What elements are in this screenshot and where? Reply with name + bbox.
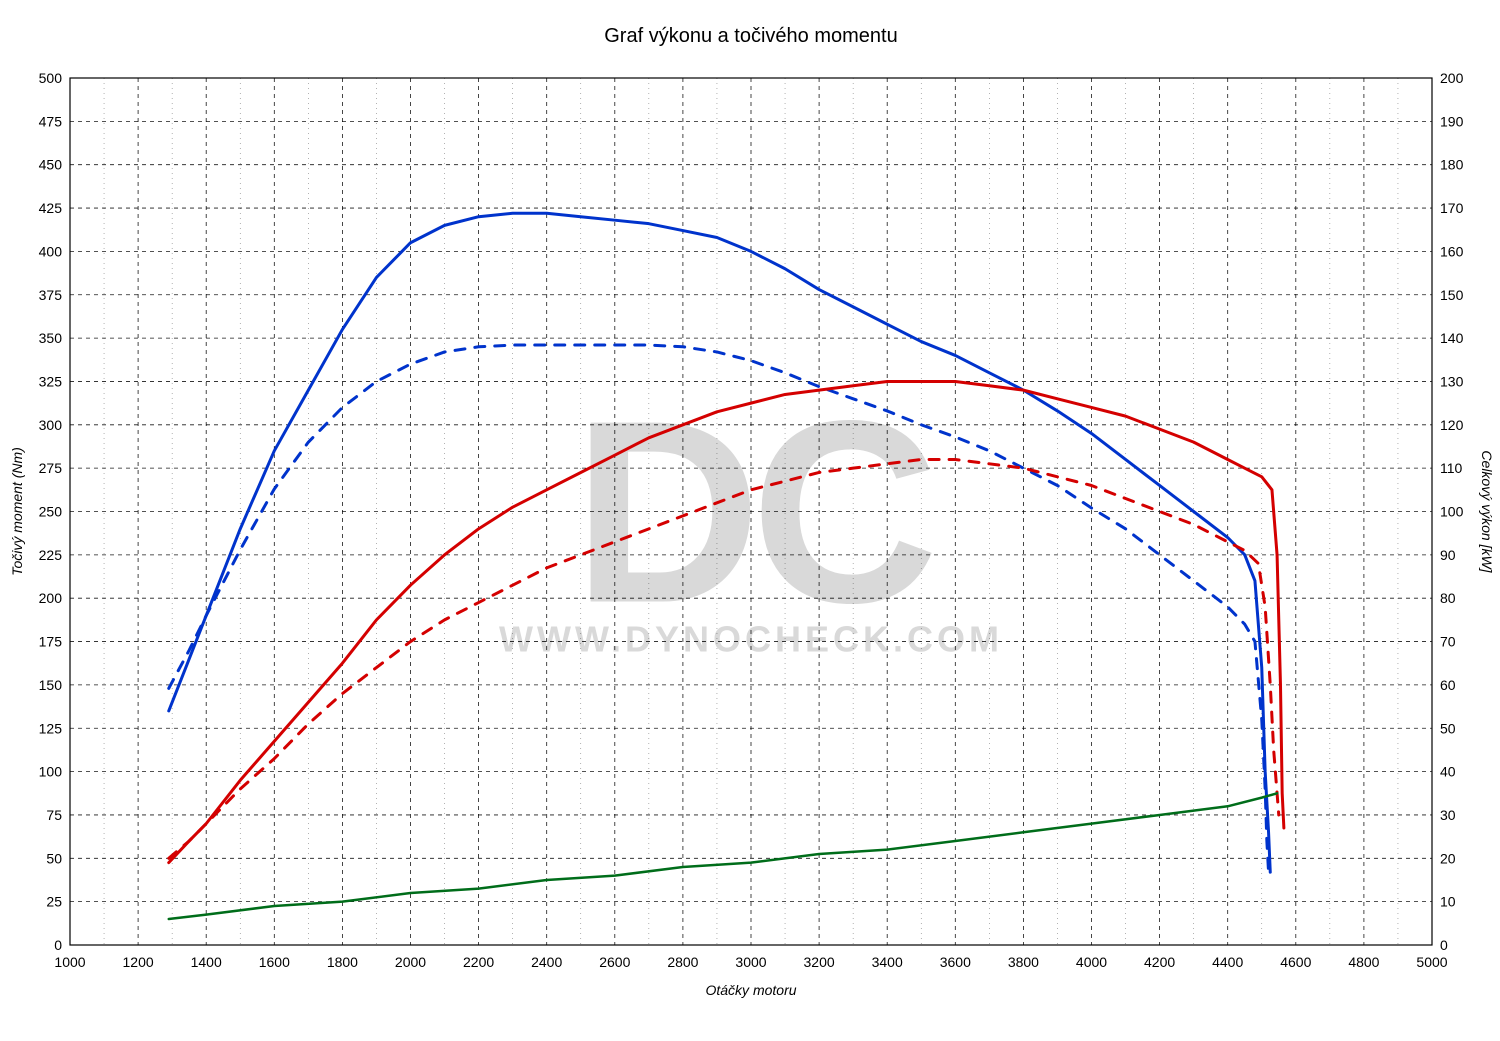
- y-left-tick-labels: 0 25 50 75 100 125 150 175 200 225 250 275 300 325 350…: [39, 70, 63, 953]
- x-tick: 1200: [123, 954, 154, 970]
- x-tick: 2200: [463, 954, 494, 970]
- y-left-tick: 450: [39, 157, 63, 173]
- y-left-tick: 275: [39, 460, 63, 476]
- y-left-tick: 25: [46, 894, 62, 910]
- x-tick: 4800: [1348, 954, 1379, 970]
- y-left-tick: 175: [39, 634, 63, 650]
- x-tick: 3200: [804, 954, 835, 970]
- y-right-tick: 140: [1440, 330, 1464, 346]
- y-right-tick: 0: [1440, 937, 1448, 953]
- y-left-tick: 50: [46, 850, 62, 866]
- y-right-tick: 110: [1440, 460, 1463, 476]
- major-grid: [70, 78, 1432, 945]
- y-left-tick: 125: [39, 720, 63, 736]
- y-right-tick: 180: [1440, 157, 1464, 173]
- y-right-tick: 160: [1440, 243, 1464, 259]
- x-tick: 1000: [54, 954, 85, 970]
- y-right-tick: 10: [1440, 894, 1456, 910]
- x-tick: 4600: [1280, 954, 1311, 970]
- chart-title: Graf výkonu a točivého momentu: [604, 25, 897, 47]
- x-tick: 4000: [1076, 954, 1107, 970]
- y-right-tick: 190: [1440, 113, 1464, 129]
- x-tick: 1800: [327, 954, 358, 970]
- y-left-tick: 350: [39, 330, 63, 346]
- y-right-tick: 120: [1440, 417, 1464, 433]
- y-left-tick: 325: [39, 373, 63, 389]
- y-right-tick: 170: [1440, 200, 1464, 216]
- x-tick: 3400: [872, 954, 903, 970]
- y-left-tick: 400: [39, 243, 63, 259]
- y-left-tick: 200: [39, 590, 63, 606]
- dyno-chart: Graf výkonu a točivého momentu DC WWW.DY…: [0, 0, 1500, 1041]
- y-right-axis-label: Celkový výkon [kW]: [1479, 450, 1495, 573]
- y-left-tick: 100: [39, 764, 63, 780]
- x-axis-label: Otáčky motoru: [705, 982, 796, 998]
- y-left-tick: 475: [39, 113, 63, 129]
- y-right-tick: 90: [1440, 547, 1456, 563]
- y-left-axis-label: Točivý moment (Nm): [9, 447, 25, 576]
- y-right-tick: 80: [1440, 590, 1456, 606]
- x-tick: 2000: [395, 954, 426, 970]
- y-right-tick: 150: [1440, 287, 1464, 303]
- y-right-tick: 40: [1440, 764, 1456, 780]
- x-tick: 3000: [735, 954, 766, 970]
- y-right-tick: 100: [1440, 504, 1464, 520]
- y-left-tick: 375: [39, 287, 63, 303]
- y-right-tick-labels: 0 10 20 30 40 50 60 70 80 90 100 110 120 130 140 150 160…: [1440, 70, 1464, 953]
- y-left-tick: 75: [46, 807, 62, 823]
- y-right-tick: 20: [1440, 850, 1456, 866]
- y-right-tick: 30: [1440, 807, 1456, 823]
- x-tick: 4400: [1212, 954, 1243, 970]
- chart-svg: Graf výkonu a točivého momentu DC WWW.DY…: [0, 0, 1500, 1041]
- x-tick-labels: 1000 1200 1400 1600 1800 2000 2200 2400 2600 2800…: [54, 954, 1447, 970]
- y-right-tick: 70: [1440, 634, 1456, 650]
- y-left-tick: 225: [39, 547, 63, 563]
- x-tick: 3600: [940, 954, 971, 970]
- watermark-big: DC: [573, 368, 934, 658]
- y-left-tick: 425: [39, 200, 63, 216]
- x-tick: 2600: [599, 954, 630, 970]
- x-tick: 2400: [531, 954, 562, 970]
- x-tick: 3800: [1008, 954, 1039, 970]
- y-left-tick: 300: [39, 417, 63, 433]
- x-tick: 4200: [1144, 954, 1175, 970]
- y-left-tick: 500: [39, 70, 63, 86]
- y-right-tick: 200: [1440, 70, 1464, 86]
- y-left-tick: 0: [54, 937, 62, 953]
- y-right-tick: 60: [1440, 677, 1456, 693]
- y-right-tick: 130: [1440, 373, 1464, 389]
- x-tick: 1400: [191, 954, 222, 970]
- x-tick: 1600: [259, 954, 290, 970]
- y-left-tick: 250: [39, 504, 63, 520]
- y-left-tick: 150: [39, 677, 63, 693]
- y-right-tick: 50: [1440, 720, 1456, 736]
- x-tick: 2800: [667, 954, 698, 970]
- x-tick: 5000: [1416, 954, 1447, 970]
- series-loss_power: [169, 793, 1277, 919]
